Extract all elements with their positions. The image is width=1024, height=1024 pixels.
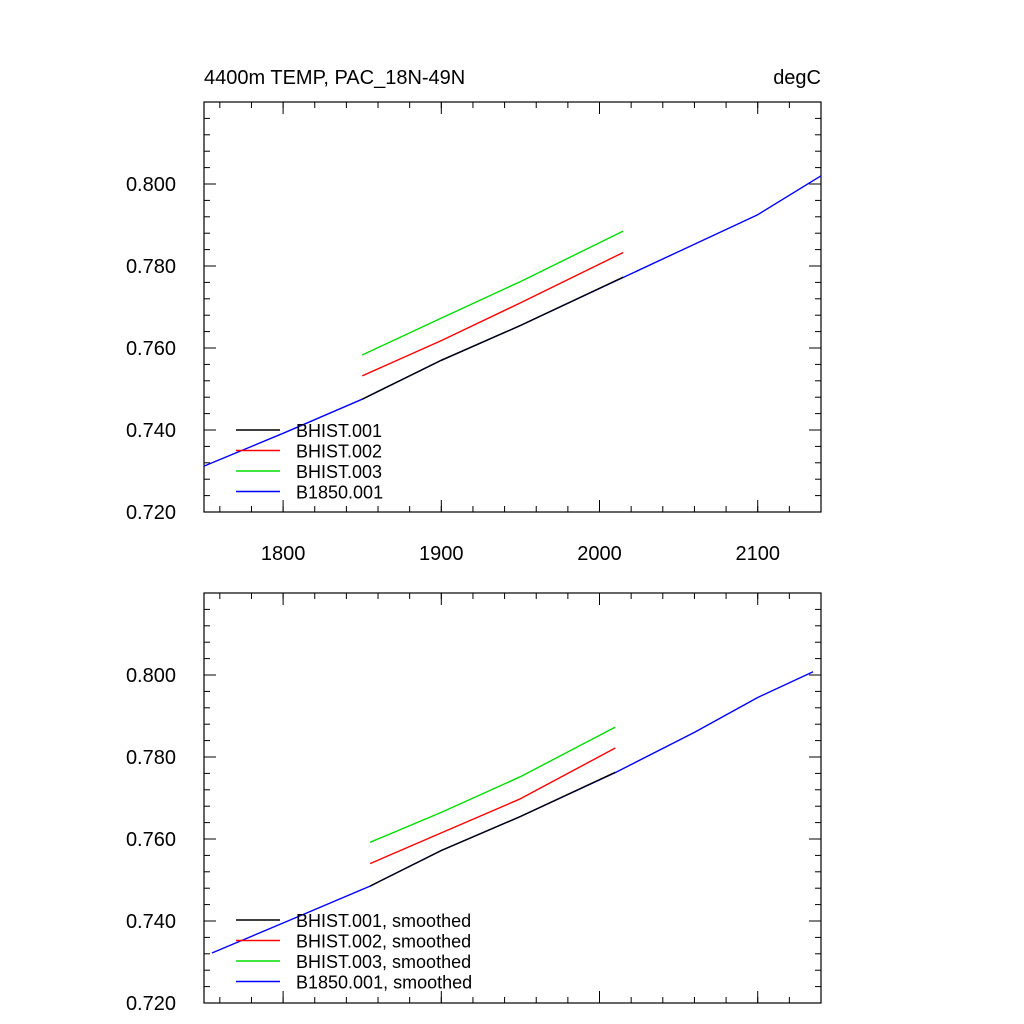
- y-tick-label: 0.740: [126, 420, 176, 442]
- y-tick-label: 0.720: [126, 502, 176, 524]
- unit-label: degC: [773, 67, 821, 89]
- y-tick-label: 0.760: [126, 829, 176, 851]
- x-tick-label: 1900: [419, 543, 464, 565]
- series-line-bhist-002-smoothed: [369, 747, 616, 865]
- plot-frame: [203, 101, 822, 513]
- series-line-bhist-003: [361, 230, 624, 356]
- x-tick-label: 1800: [261, 543, 306, 565]
- legend-label: BHIST.002: [296, 442, 382, 462]
- y-tick-label: 0.800: [126, 665, 176, 687]
- legend-label: BHIST.001: [296, 421, 382, 441]
- y-tick-label: 0.760: [126, 338, 176, 360]
- chart-title: 4400m TEMP, PAC_18N-49N: [204, 67, 465, 89]
- chart-panel-bottom: 0.720 0.740 0.760 0.780 0.800 BHIST.001, smoo…: [126, 592, 822, 1015]
- legend-label: BHIST.003, smoothed: [296, 952, 471, 972]
- y-tick-label: 0.780: [126, 747, 176, 769]
- series-line-bhist-002: [361, 251, 624, 377]
- x-tick-label: 2100: [735, 543, 780, 565]
- legend-label: BHIST.002, smoothed: [296, 932, 471, 952]
- chart-panel-top: 4400m TEMP, PAC_18N-49N degC 0.720 0.740 0…: [126, 67, 822, 565]
- y-tick-label: 0.780: [126, 256, 176, 278]
- legend-label: BHIST.003: [296, 462, 382, 482]
- series-line-bhist-003-smoothed: [369, 726, 616, 843]
- y-tick-label: 0.740: [126, 911, 176, 933]
- series-line-bhist-001: [361, 276, 624, 400]
- plot-frame: [203, 592, 822, 1004]
- y-tick-label: 0.800: [126, 174, 176, 196]
- legend-label: BHIST.001, smoothed: [296, 911, 471, 931]
- x-tick-label: 2000: [577, 543, 622, 565]
- y-tick-label: 0.720: [126, 993, 176, 1015]
- legend-label: B1850.001: [296, 483, 383, 503]
- series-line-bhist-001-smoothed: [369, 771, 616, 887]
- legend-label: B1850.001, smoothed: [296, 973, 472, 993]
